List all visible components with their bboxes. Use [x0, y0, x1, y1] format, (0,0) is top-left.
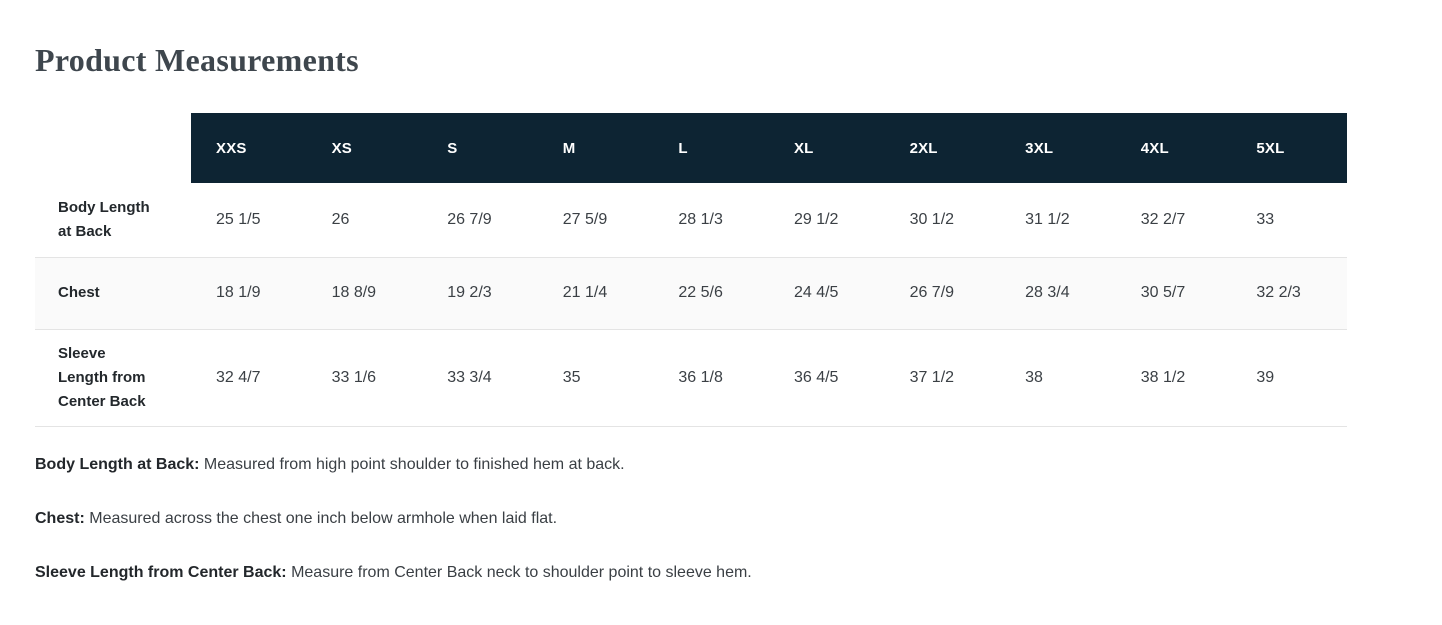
measurement-value: 29 1/2 — [793, 210, 839, 228]
row-label: Body Length at Back — [58, 198, 150, 240]
measurements-table-head: XXS XS S M L XL 2XL 3XL 4XL 5XL — [35, 113, 1347, 183]
measurement-value: 25 1/5 — [216, 210, 261, 228]
measurement-row: Chest 18 1/9 18 8/9 19 2/3 21 1/4 22 5/6 24 4/… — [35, 257, 1347, 329]
measurement-value: 26 7/9 — [909, 284, 955, 301]
row-label: Sleeve Length from Center Back — [58, 344, 146, 410]
measurement-value: 33 1/6 — [331, 368, 377, 386]
measurements-table-body: Body Length at Back 25 1/5 26 26 7/9 27 5/9 2… — [35, 183, 1347, 426]
measurement-value: 28 1/3 — [678, 210, 723, 228]
measurements-table: XXS XS S M L XL 2XL 3XL 4XL 5XL Body Length at Ba… — [35, 113, 1347, 427]
size-header-2xl: 2XL — [884, 113, 1001, 183]
measurement-value: 32 4/7 — [216, 368, 261, 386]
note-description: Measured from high point shoulder to fin… — [203, 455, 625, 473]
measurement-note-chest: Chest: Measured across the chest one inc… — [35, 508, 1347, 530]
measurement-value: 36 4/5 — [793, 368, 839, 386]
measurement-row: Body Length at Back 25 1/5 26 26 7/9 27 5/9 2… — [35, 183, 1347, 257]
size-header-row: XXS XS S M L XL 2XL 3XL 4XL 5XL — [35, 113, 1347, 183]
header-spacer-cell — [35, 113, 191, 183]
measurement-row: Sleeve Length from Center Back 32 4/7 33 1… — [35, 329, 1347, 426]
size-header-3xl: 3XL — [1000, 113, 1116, 183]
measurement-value: 33 3/4 — [447, 368, 492, 386]
measurement-notes: Body Length at Back: Measured from high … — [35, 454, 1347, 584]
measurement-value: 28 3/4 — [1025, 284, 1070, 301]
size-header-l: L — [653, 113, 769, 183]
measurement-value: 35 — [562, 368, 581, 386]
measurement-value: 31 1/2 — [1025, 210, 1070, 228]
size-header-xs: XS — [306, 113, 423, 183]
size-header-5xl: 5XL — [1231, 113, 1347, 183]
measurement-value: 18 1/9 — [216, 284, 261, 301]
measurement-value: 32 2/3 — [1256, 284, 1301, 301]
measurement-value: 38 1/2 — [1140, 368, 1186, 386]
measurement-value: 19 2/3 — [447, 284, 492, 301]
size-header-m: M — [537, 113, 654, 183]
measurement-value: 18 8/9 — [331, 284, 377, 301]
size-header-4xl: 4XL — [1115, 113, 1232, 183]
measurement-value: 30 1/2 — [909, 210, 955, 228]
measurement-value: 24 4/5 — [793, 284, 839, 301]
measurement-value: 26 7/9 — [447, 210, 492, 228]
page-title: Product Measurements — [35, 42, 359, 78]
measurement-value: 36 1/8 — [678, 368, 723, 386]
measurement-value: 32 2/7 — [1140, 210, 1186, 228]
measurement-value: 26 — [331, 210, 350, 228]
measurement-value: 33 — [1256, 210, 1275, 228]
note-term: Chest: — [35, 509, 85, 527]
measurement-value: 37 1/2 — [909, 368, 955, 386]
note-term: Body Length at Back: — [35, 455, 200, 473]
measurement-value: 38 — [1025, 368, 1043, 386]
measurement-value: 39 — [1256, 368, 1275, 386]
note-term: Sleeve Length from Center Back: — [35, 563, 287, 581]
measurement-note-sleeve-length: Sleeve Length from Center Back: Measure … — [35, 562, 1347, 584]
measurement-value: 30 5/7 — [1140, 284, 1186, 301]
measurement-value: 22 5/6 — [678, 284, 723, 301]
size-header-xl: XL — [768, 113, 885, 183]
size-header-s: S — [422, 113, 538, 183]
measurement-value: 27 5/9 — [562, 210, 608, 228]
size-header-xxs: XXS — [191, 113, 307, 183]
note-description: Measured across the chest one inch below… — [89, 509, 558, 527]
row-label: Chest — [58, 284, 100, 301]
measurement-note-body-length: Body Length at Back: Measured from high … — [35, 454, 1347, 476]
note-description: Measure from Center Back neck to shoulde… — [291, 563, 752, 581]
measurement-value: 21 1/4 — [562, 284, 608, 301]
